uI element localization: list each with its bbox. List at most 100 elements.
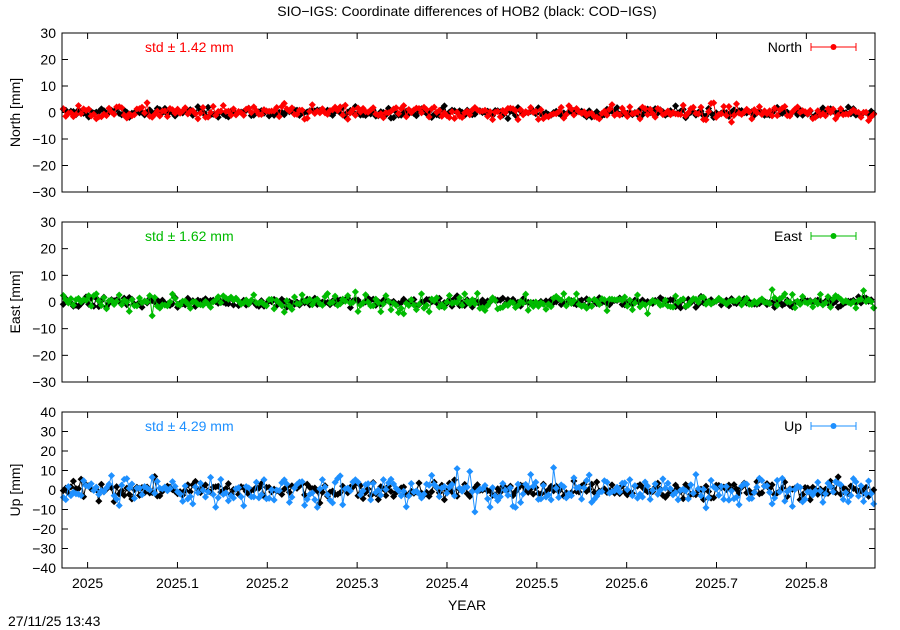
data-point-up <box>214 494 222 502</box>
x-tick-label: 2025.4 <box>426 575 469 591</box>
data-point-east <box>123 298 131 306</box>
data-point-up <box>374 486 382 494</box>
data-point-up <box>519 490 527 498</box>
data-point-east <box>743 294 751 302</box>
data-point-up <box>867 490 875 498</box>
data-point-north <box>814 107 822 115</box>
data-point-east <box>125 307 133 315</box>
data-point-north <box>679 101 687 109</box>
data-point-north <box>857 113 865 121</box>
data-point-east <box>677 304 685 312</box>
data-point-up <box>489 484 497 492</box>
data-point-north <box>605 105 614 113</box>
data-point-north <box>517 106 525 114</box>
data-point-east <box>95 297 103 305</box>
data-point-up <box>580 484 588 492</box>
data-point-east <box>799 292 807 301</box>
data-point-east <box>318 301 326 309</box>
data-point-up <box>329 499 337 507</box>
data-point-up <box>415 479 423 487</box>
data-point-north <box>280 99 288 107</box>
data-point-up <box>758 476 766 485</box>
data-point-east <box>768 286 776 294</box>
data-point-up <box>407 479 415 488</box>
data-point-up <box>771 494 779 502</box>
data-point-up <box>674 496 682 504</box>
data-point-up <box>689 489 697 497</box>
data-point-north <box>496 113 504 121</box>
data-point-east <box>644 310 652 318</box>
data-point-up <box>532 478 540 486</box>
data-point-east <box>423 301 431 309</box>
data-point-up <box>826 483 835 491</box>
data-point-up <box>402 503 410 511</box>
data-point-north <box>494 107 502 116</box>
data-point-up <box>552 484 560 492</box>
data-point-up <box>428 471 436 479</box>
data-point-east <box>85 292 93 300</box>
data-point-up <box>598 488 606 496</box>
data-point-east <box>397 304 405 312</box>
data-point-up <box>283 480 291 488</box>
data-point-north <box>450 114 459 123</box>
legend-label: North <box>768 39 802 55</box>
data-point-up <box>819 498 827 506</box>
data-point-up <box>603 478 611 486</box>
y-tick-label: −30 <box>32 541 56 557</box>
data-point-up <box>128 480 136 488</box>
data-point-north <box>341 101 349 109</box>
data-point-east <box>557 296 565 304</box>
data-point-up <box>567 492 575 500</box>
data-point-north <box>308 101 316 109</box>
data-point-up <box>400 483 408 491</box>
data-point-north <box>400 102 408 110</box>
data-point-north <box>298 106 306 114</box>
data-point-north <box>613 104 621 112</box>
data-point-east <box>626 296 634 304</box>
data-point-up <box>156 492 164 500</box>
data-point-up <box>529 490 537 498</box>
data-point-up <box>705 494 713 502</box>
data-point-up <box>97 480 105 488</box>
data-point-east <box>585 296 593 304</box>
data-point-north <box>697 103 705 111</box>
data-point-up <box>275 487 283 495</box>
data-point-east <box>207 303 215 311</box>
data-point-north <box>829 105 837 113</box>
data-point-north <box>417 109 426 117</box>
y-tick-label: 10 <box>40 78 56 94</box>
data-point-east <box>148 312 156 320</box>
data-point-up <box>303 495 311 503</box>
data-point-east <box>600 296 608 304</box>
data-point-up <box>621 479 629 487</box>
data-point-east <box>407 296 415 304</box>
legend-label: East <box>774 228 802 244</box>
data-point-north <box>102 112 111 120</box>
data-point-up <box>506 484 514 492</box>
data-point-up <box>834 473 842 481</box>
data-point-north <box>445 113 453 122</box>
data-point-east <box>283 297 291 305</box>
data-point-north <box>768 112 776 120</box>
data-point-up <box>550 464 558 472</box>
data-point-east <box>661 296 669 304</box>
data-point-east <box>672 292 680 300</box>
data-point-up <box>537 490 545 498</box>
data-point-east <box>171 294 179 303</box>
data-point-east <box>560 290 568 298</box>
data-point-east <box>824 293 832 301</box>
data-point-up <box>816 487 824 495</box>
data-point-east <box>351 288 359 296</box>
data-point-north <box>486 108 494 116</box>
data-point-east <box>247 296 255 304</box>
data-point-east <box>67 295 75 303</box>
data-point-up <box>699 485 708 493</box>
data-point-up <box>387 487 395 496</box>
data-point-east <box>826 303 835 311</box>
data-point-north <box>143 99 151 107</box>
data-point-north <box>209 102 217 110</box>
data-point-north <box>423 106 431 114</box>
data-point-east <box>69 301 77 309</box>
data-point-up <box>811 487 819 495</box>
data-point-up <box>857 482 865 490</box>
